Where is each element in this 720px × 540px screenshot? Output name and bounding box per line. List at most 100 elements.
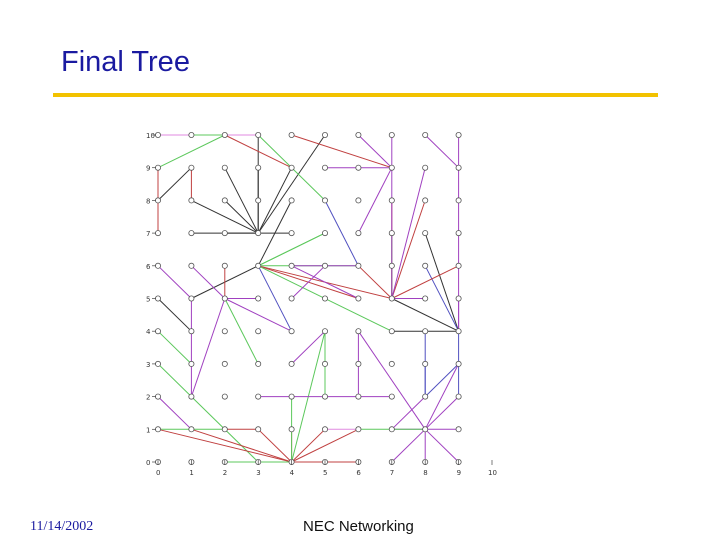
tree-edge bbox=[424, 396, 459, 430]
grid-node bbox=[321, 360, 328, 367]
grid-node bbox=[154, 360, 161, 367]
grid-node bbox=[355, 164, 362, 171]
y-tick-label: 2 bbox=[146, 394, 150, 402]
grid-node bbox=[321, 295, 328, 302]
tree-edge bbox=[391, 428, 426, 463]
grid-node bbox=[355, 131, 362, 138]
y-tick-label: 10 bbox=[146, 132, 155, 140]
grid-node bbox=[221, 360, 228, 367]
grid-node bbox=[422, 164, 429, 171]
grid-node bbox=[355, 295, 362, 302]
grid-node bbox=[388, 426, 395, 433]
grid-node bbox=[455, 393, 462, 400]
grid-node bbox=[288, 131, 295, 138]
grid-node bbox=[188, 230, 195, 237]
grid-node bbox=[455, 295, 462, 302]
grid-node bbox=[188, 262, 195, 269]
tree-edge bbox=[424, 134, 459, 169]
grid-node bbox=[388, 295, 395, 302]
grid-node bbox=[288, 393, 295, 400]
grid-node bbox=[288, 295, 295, 302]
tree-edge bbox=[224, 298, 292, 332]
grid-node bbox=[288, 426, 295, 433]
grid-node bbox=[388, 230, 395, 237]
grid-node bbox=[321, 164, 328, 171]
grid-node bbox=[188, 295, 195, 302]
y-tick-label: 9 bbox=[146, 165, 150, 173]
grid-node bbox=[321, 131, 328, 138]
grid-node bbox=[288, 328, 295, 335]
y-tick-label: 8 bbox=[146, 197, 150, 205]
grid-node bbox=[221, 328, 228, 335]
grid-node bbox=[154, 426, 161, 433]
grid-node bbox=[355, 262, 362, 269]
grid-node bbox=[422, 197, 429, 204]
tree-edge bbox=[291, 265, 359, 299]
tree-edge bbox=[157, 396, 192, 430]
x-tick-label: 6 bbox=[356, 469, 361, 477]
grid-node bbox=[255, 262, 262, 269]
grid-node bbox=[188, 164, 195, 171]
title-underline bbox=[53, 93, 658, 97]
x-tick-label: 3 bbox=[256, 469, 260, 477]
tree-edges bbox=[157, 134, 460, 463]
x-tick-label: 7 bbox=[390, 469, 394, 477]
grid-node bbox=[154, 164, 161, 171]
grid-node bbox=[255, 164, 262, 171]
grid-node bbox=[355, 426, 362, 433]
tree-edge bbox=[224, 134, 292, 169]
tree-edge bbox=[291, 428, 359, 463]
tree-edge bbox=[157, 298, 192, 332]
grid-node bbox=[321, 393, 328, 400]
tree-edge bbox=[224, 167, 259, 234]
grid-node bbox=[355, 230, 362, 237]
tree-edge bbox=[358, 265, 393, 299]
grid-node bbox=[221, 164, 228, 171]
x-tick-label: 8 bbox=[423, 469, 427, 477]
grid-node bbox=[422, 131, 429, 138]
grid-node bbox=[255, 426, 262, 433]
grid-node bbox=[255, 295, 262, 302]
tree-edge bbox=[358, 134, 393, 169]
grid-node bbox=[321, 426, 328, 433]
x-tick-label: 2 bbox=[223, 469, 227, 477]
grid-node bbox=[188, 426, 195, 433]
grid-node bbox=[255, 328, 262, 335]
tree-edge bbox=[424, 363, 460, 430]
grid-node bbox=[255, 197, 262, 204]
grid-node bbox=[455, 328, 462, 335]
y-tick-label: 1 bbox=[146, 426, 150, 434]
grid-node bbox=[422, 360, 429, 367]
grid-node bbox=[455, 164, 462, 171]
grid-node bbox=[321, 230, 328, 237]
tree-edge bbox=[190, 298, 226, 397]
grid-node bbox=[422, 262, 429, 269]
footer-organization: NEC Networking bbox=[303, 518, 414, 535]
tree-edge bbox=[291, 330, 326, 365]
tree-edge bbox=[391, 298, 459, 332]
grid-node bbox=[455, 262, 462, 269]
x-axis: 0 1 2 3 4 5 6 7 8 9 10 bbox=[156, 460, 497, 477]
grid-node bbox=[355, 328, 362, 335]
grid-node bbox=[154, 262, 161, 269]
tree-edge bbox=[257, 134, 326, 234]
grid-node bbox=[388, 328, 395, 335]
tree-edge bbox=[157, 330, 192, 365]
grid-node bbox=[388, 360, 395, 367]
tree-edge bbox=[191, 428, 292, 463]
tree-edge bbox=[157, 167, 192, 201]
tree-edge bbox=[391, 167, 426, 299]
grid-node bbox=[422, 393, 429, 400]
tree-edge bbox=[224, 298, 259, 365]
grid-node bbox=[255, 393, 262, 400]
grid-node bbox=[154, 197, 161, 204]
tree-edge bbox=[257, 265, 293, 332]
x-tick-label: 0 bbox=[156, 469, 160, 477]
tree-edge bbox=[391, 396, 426, 430]
grid-node bbox=[422, 328, 429, 335]
grid-node bbox=[355, 197, 362, 204]
grid-node bbox=[422, 230, 429, 237]
tree-edge bbox=[424, 428, 459, 463]
grid-nodes bbox=[154, 131, 462, 465]
tree-edge bbox=[391, 200, 426, 299]
